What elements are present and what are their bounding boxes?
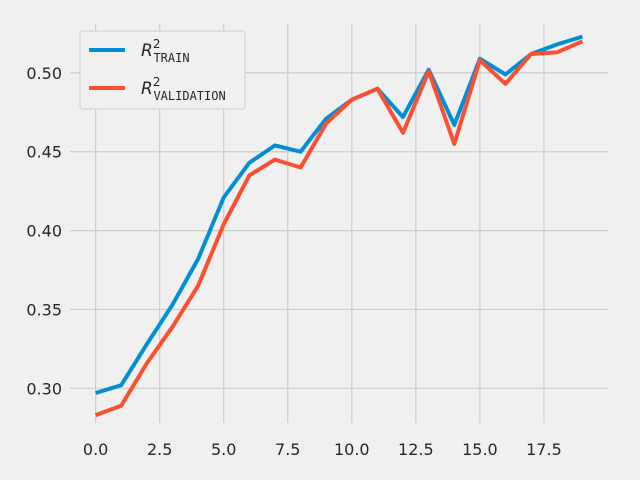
y-tick-label: 0.50 [26,64,62,83]
y-tick-label: 0.40 [26,222,62,241]
y-tick-label: 0.30 [26,379,62,398]
x-tick-label: 2.5 [147,440,172,459]
x-tick-label: 15.0 [462,440,498,459]
legend-validation-sub: VALIDATION [153,89,225,103]
legend: R2 TRAIN R2 VALIDATION [79,30,246,110]
y-tick-labels: 0.30 0.35 0.40 0.45 0.50 [26,64,62,398]
x-tick-label: 7.5 [275,440,300,459]
x-tick-label: 12.5 [398,440,434,459]
legend-label-validation: R2 VALIDATION [141,75,226,103]
series-lines [94,34,584,417]
x-tick-label: 5.0 [211,440,236,459]
x-tick-label: 10.0 [334,440,370,459]
y-tick-label: 0.45 [26,143,62,162]
legend-validation-base: R [141,79,153,99]
y-tick-label: 0.35 [26,300,62,319]
legend-validation-sup: 2 [153,75,161,89]
legend-train-sup: 2 [153,37,161,51]
series-line-validation [94,39,584,417]
x-tick-labels: 0.0 2.5 5.0 7.5 10.0 12.5 15.0 17.5 [83,440,562,459]
x-tick-label: 0.0 [83,440,108,459]
legend-train-sub: TRAIN [153,51,189,65]
legend-label-train: R2 TRAIN [141,37,190,65]
legend-train-base: R [141,41,153,61]
x-tick-label: 17.5 [526,440,562,459]
